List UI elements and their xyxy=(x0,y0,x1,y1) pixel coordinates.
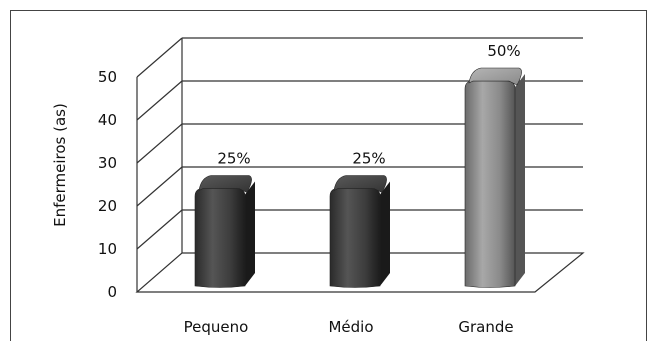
y-axis-title: Enfermeiros (as) xyxy=(51,103,69,227)
category-labels: Pequeno Médio Grande xyxy=(184,318,514,336)
bars xyxy=(194,67,525,288)
bar-top xyxy=(198,175,252,193)
bar xyxy=(194,175,255,288)
bar-side xyxy=(380,181,390,286)
chart-frame xyxy=(10,10,647,341)
bar-side xyxy=(515,74,525,286)
category-label: Médio xyxy=(328,318,373,336)
bar-front xyxy=(194,188,246,288)
grid-line-diagonal xyxy=(136,80,183,121)
y-tick-label: 0 xyxy=(107,283,117,301)
bar-front xyxy=(329,188,381,288)
y-tick-label: 50 xyxy=(98,68,117,86)
chart-floor xyxy=(135,252,585,293)
y-tick-label: 20 xyxy=(98,197,117,215)
bar-top xyxy=(333,175,387,193)
category-label: Pequeno xyxy=(184,318,249,336)
grid-line-diagonal xyxy=(136,37,183,78)
y-axis xyxy=(136,38,183,292)
y-tick-label: 10 xyxy=(98,240,117,258)
y-tick-label: 30 xyxy=(98,154,117,172)
grid-line-diagonal xyxy=(136,209,183,250)
grid-line-diagonal xyxy=(136,123,183,164)
bar xyxy=(464,67,525,288)
category-label: Grande xyxy=(458,318,513,336)
bar xyxy=(329,175,390,288)
grid-line-diagonal xyxy=(136,166,183,207)
bar-front xyxy=(464,80,516,288)
data-label: 25% xyxy=(352,150,385,168)
data-label: 25% xyxy=(217,150,250,168)
y-tick-labels: 0 10 20 30 40 50 xyxy=(98,68,117,301)
bar-side xyxy=(245,181,255,286)
bar-top xyxy=(468,67,522,86)
y-tick-label: 40 xyxy=(98,111,117,129)
data-label: 50% xyxy=(487,42,520,60)
data-labels: 25% 25% 50% xyxy=(217,42,520,168)
